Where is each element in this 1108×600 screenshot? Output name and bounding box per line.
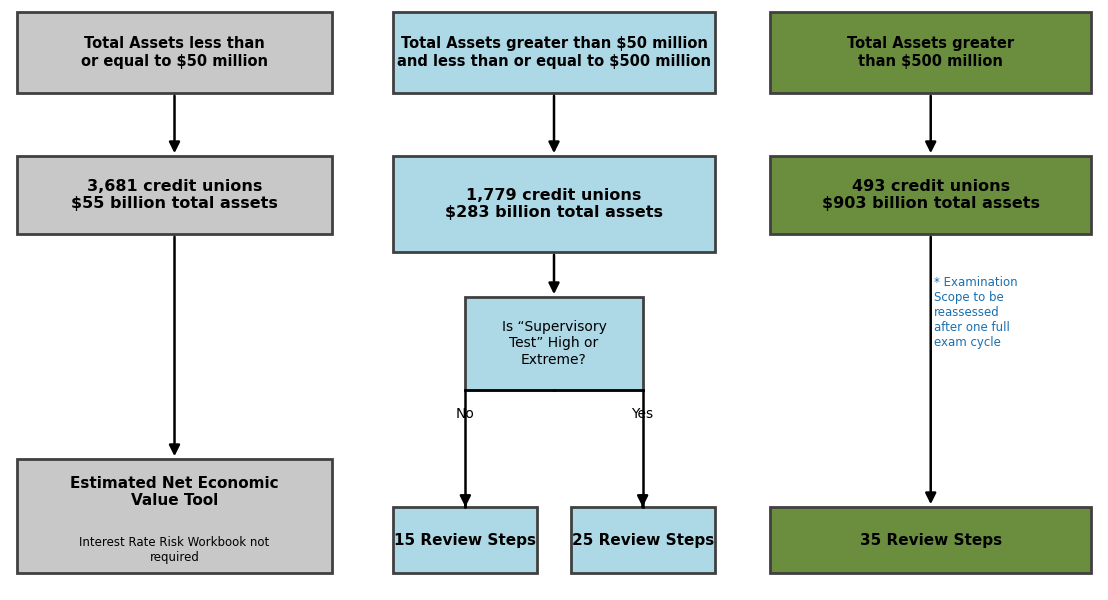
FancyBboxPatch shape <box>17 459 332 573</box>
FancyBboxPatch shape <box>571 507 715 573</box>
Text: 15 Review Steps: 15 Review Steps <box>394 533 536 547</box>
Text: Total Assets less than
or equal to $50 million: Total Assets less than or equal to $50 m… <box>81 36 268 69</box>
Text: 1,779 credit unions
$283 billion total assets: 1,779 credit unions $283 billion total a… <box>445 188 663 220</box>
FancyBboxPatch shape <box>393 12 715 93</box>
Text: 493 credit unions
$903 billion total assets: 493 credit unions $903 billion total ass… <box>822 179 1039 211</box>
FancyBboxPatch shape <box>393 156 715 252</box>
Text: Total Assets greater
than $500 million: Total Assets greater than $500 million <box>848 36 1014 69</box>
Text: Total Assets greater than $50 million
and less than or equal to $500 million: Total Assets greater than $50 million an… <box>397 36 711 69</box>
Text: * Examination
Scope to be
reassessed
after one full
exam cycle: * Examination Scope to be reassessed aft… <box>934 276 1017 349</box>
Text: Estimated Net Economic
Value Tool: Estimated Net Economic Value Tool <box>70 476 279 508</box>
FancyBboxPatch shape <box>17 156 332 234</box>
FancyBboxPatch shape <box>770 507 1091 573</box>
Text: 3,681 credit unions
$55 billion total assets: 3,681 credit unions $55 billion total as… <box>71 179 278 211</box>
Text: 25 Review Steps: 25 Review Steps <box>572 533 714 547</box>
Text: Yes: Yes <box>632 407 654 421</box>
FancyBboxPatch shape <box>465 297 643 390</box>
Text: Interest Rate Risk Workbook not
required: Interest Rate Risk Workbook not required <box>80 536 269 564</box>
Text: Is “Supervisory
Test” High or
Extreme?: Is “Supervisory Test” High or Extreme? <box>502 320 606 367</box>
FancyBboxPatch shape <box>770 12 1091 93</box>
Text: No: No <box>455 407 475 421</box>
FancyBboxPatch shape <box>17 12 332 93</box>
Text: 35 Review Steps: 35 Review Steps <box>860 533 1002 547</box>
FancyBboxPatch shape <box>770 156 1091 234</box>
FancyBboxPatch shape <box>393 507 537 573</box>
